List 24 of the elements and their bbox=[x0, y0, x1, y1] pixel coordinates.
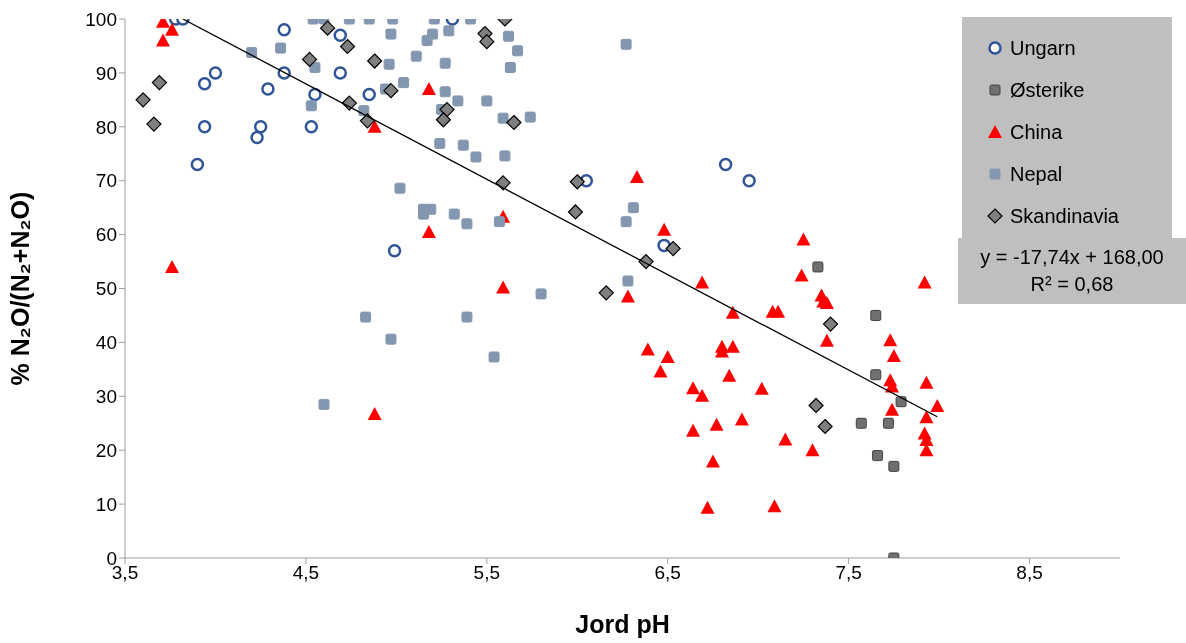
x-tick-label: 6,5 bbox=[654, 562, 681, 584]
x-tick-label: 8,5 bbox=[1016, 562, 1043, 584]
y-tick-label: 90 bbox=[95, 62, 117, 84]
legend-label: Østerike bbox=[1010, 78, 1085, 102]
y-tick-label: 80 bbox=[95, 116, 117, 138]
y-tick-label: 70 bbox=[95, 170, 117, 192]
y-tick-label: 100 bbox=[85, 8, 117, 30]
legend-label: Skandinavia bbox=[1010, 204, 1119, 228]
y-tick-label: 60 bbox=[95, 224, 117, 246]
legend-label: China bbox=[1010, 120, 1063, 144]
y-tick-label: 40 bbox=[95, 332, 117, 354]
x-tick-label: 4,5 bbox=[292, 562, 320, 584]
annotation: R² = 0,68 bbox=[1029, 272, 1115, 297]
annotation: y = -17,74x + 168,00 bbox=[979, 245, 1165, 270]
legend-label: Ungarn bbox=[1010, 36, 1076, 60]
y-tick-label: 10 bbox=[95, 493, 117, 515]
x-tick-label: 7,5 bbox=[835, 562, 862, 584]
x-axis-title: Jord pH bbox=[575, 610, 670, 638]
y-tick-label: 30 bbox=[95, 386, 117, 408]
y-tick-label: 20 bbox=[95, 439, 117, 461]
legend-label: Nepal bbox=[1010, 162, 1063, 186]
x-tick-label: 5,5 bbox=[473, 562, 501, 584]
y-axis-title: % N₂O/(N₂+N₂O) bbox=[5, 191, 34, 386]
y-tick-label: 50 bbox=[95, 278, 117, 300]
